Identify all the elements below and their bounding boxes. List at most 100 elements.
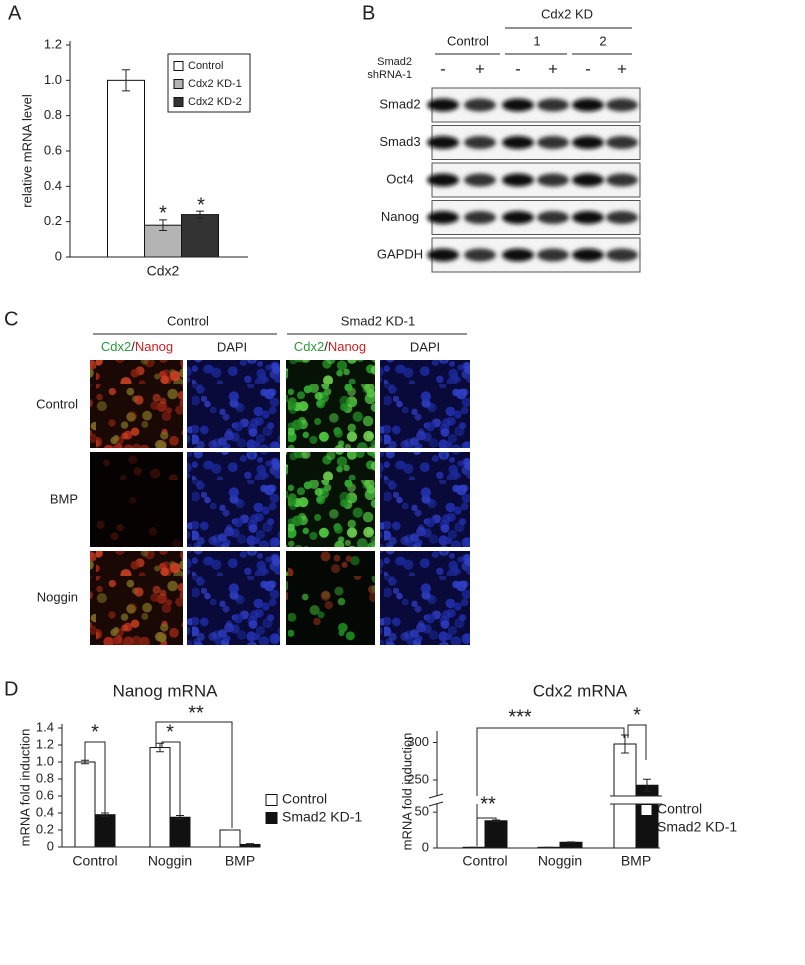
blot-band <box>606 136 638 149</box>
y-tick-label: 1.0 <box>44 72 62 87</box>
y-tick-label: 0.8 <box>36 770 54 785</box>
brackets <box>84 721 647 846</box>
blot-group: Cdx2 KD <box>541 6 593 21</box>
axis-break <box>429 796 660 804</box>
blot-band <box>572 136 604 149</box>
blot-sign: - <box>440 59 446 78</box>
column-header: Smad2 KD-1 <box>341 313 415 328</box>
blot-sign: + <box>617 59 627 78</box>
legend-swatch <box>265 812 278 824</box>
blot-band <box>537 248 569 262</box>
chart-title: Nanog mRNA <box>113 681 219 700</box>
legend-swatch <box>173 97 184 107</box>
blot-band <box>572 211 604 224</box>
legend-label: Smad2 KD-1 <box>282 809 362 825</box>
error-bar <box>196 210 204 219</box>
legend-swatch <box>265 794 278 806</box>
significance: * <box>166 721 174 743</box>
sig-bracket <box>84 741 106 818</box>
sig-bracket <box>627 724 647 760</box>
bar <box>559 841 583 849</box>
bar <box>181 214 219 258</box>
y-tick-label: 1.2 <box>44 36 62 51</box>
blot-row-label: Oct4 <box>386 171 413 186</box>
error-bar <box>81 759 89 765</box>
y-tick-label: 1.0 <box>36 753 54 768</box>
legend-label: Cdx2 KD-1 <box>188 78 242 90</box>
error-bar <box>643 778 651 792</box>
y-tick-label: 50 <box>415 804 429 819</box>
axis-break-mark <box>428 793 662 807</box>
legend-label: Smad2 KD-1 <box>657 819 737 835</box>
stain-label: DAPI <box>410 339 440 354</box>
y-tick-label: 0.2 <box>36 821 54 836</box>
blot-row-label: Smad2 <box>379 96 420 111</box>
bar <box>219 829 241 848</box>
panel-label: C <box>4 308 18 330</box>
blot-row-label: Smad3 <box>379 134 420 149</box>
blot-sign: + <box>548 59 558 78</box>
blot-sign: - <box>585 59 591 78</box>
blot-row-label: Nanog <box>381 209 419 224</box>
error-bar <box>621 734 629 754</box>
error-bar <box>159 219 167 231</box>
blot-band <box>427 136 459 149</box>
y-axis-label: mRNA fold induction <box>399 733 414 851</box>
blot-band <box>464 248 496 262</box>
micrograph <box>90 551 183 645</box>
blot-sign: + <box>475 59 485 78</box>
bar <box>74 761 96 848</box>
blot-band <box>502 136 534 149</box>
y-tick-label: 0 <box>422 839 429 854</box>
bar <box>149 747 171 848</box>
significance: ** <box>480 793 496 815</box>
blot-band <box>464 211 496 224</box>
micrograph <box>380 452 470 547</box>
stain-sep: / <box>324 339 328 354</box>
bar <box>94 814 116 848</box>
blot-band <box>427 98 459 112</box>
x-tick-label: Cdx2 <box>147 263 180 279</box>
sig-bracket <box>161 741 181 822</box>
y-tick-label: 0 <box>47 838 54 853</box>
stain-label: DAPI <box>217 339 247 354</box>
blot-band <box>606 173 638 187</box>
blot-band <box>572 248 604 262</box>
stain-label: Cdx2/Nanog <box>101 339 173 354</box>
y-tick-label: 0.4 <box>44 178 62 193</box>
micrograph <box>380 551 470 645</box>
significance: * <box>159 202 167 224</box>
error-bar <box>156 742 164 753</box>
blot-band <box>464 98 496 112</box>
column-header: Control <box>167 313 209 328</box>
legend-swatch <box>640 804 653 816</box>
blot-treatment: Smad2 <box>377 56 412 68</box>
blot-band <box>502 211 534 224</box>
blot-band <box>606 248 638 262</box>
micrograph <box>286 452 375 547</box>
legend-label: Control <box>282 791 327 807</box>
blot-band <box>464 173 496 187</box>
row-label: Noggin <box>37 589 78 604</box>
x-tick-label: Control <box>72 853 117 869</box>
stain-red: Nanog <box>135 339 173 354</box>
y-tick-label: 1.4 <box>36 719 54 734</box>
blot-band <box>606 211 638 224</box>
blot-band <box>427 211 459 224</box>
y-tick-label: 250 <box>407 771 429 786</box>
y-tick-label: 0.2 <box>44 213 62 228</box>
y-tick-label: 0 <box>55 248 62 263</box>
blot-band <box>427 248 459 262</box>
error-bar <box>246 843 254 846</box>
stain-label: Cdx2/Nanog <box>294 339 366 354</box>
blot-band <box>502 248 534 262</box>
panel-label: D <box>4 678 18 700</box>
significance: * <box>633 704 641 726</box>
y-tick-label: 300 <box>407 734 429 749</box>
significance: * <box>91 721 99 743</box>
x-tick-label: Control <box>462 853 507 869</box>
blot-band <box>572 173 604 187</box>
